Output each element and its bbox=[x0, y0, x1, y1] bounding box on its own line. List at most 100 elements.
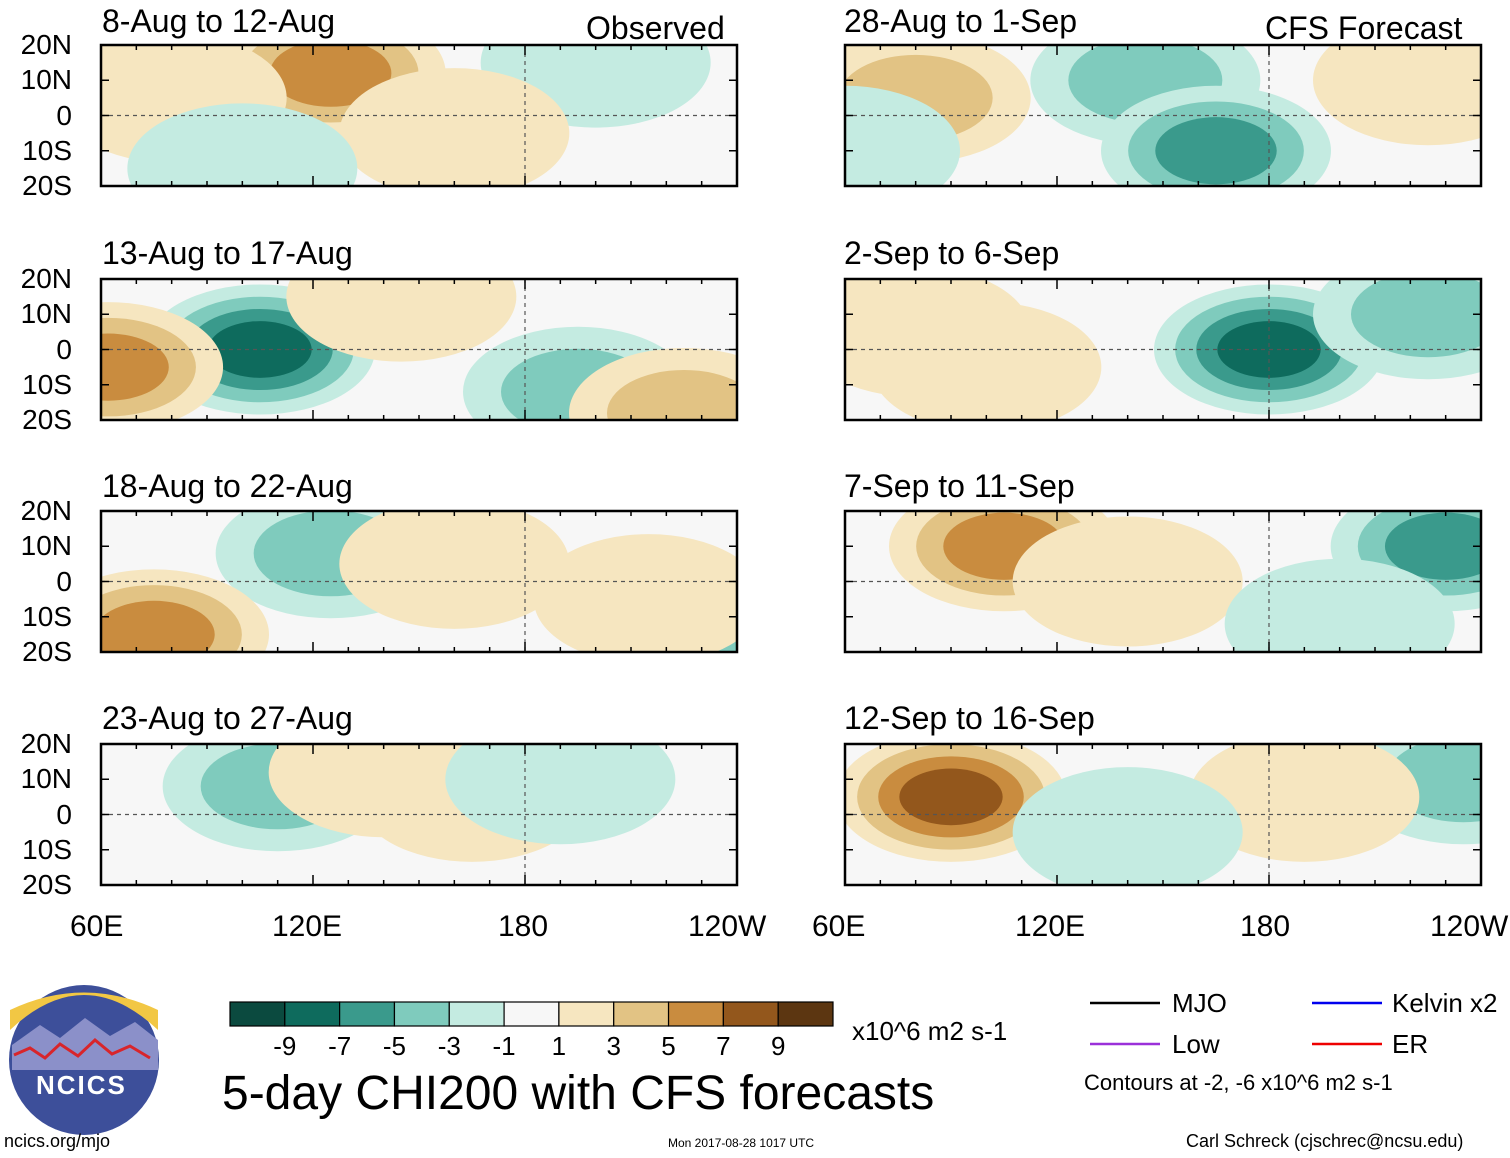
colorbar-swatch bbox=[667, 1001, 724, 1027]
map-panel bbox=[99, 509, 739, 654]
map-panel bbox=[843, 43, 1483, 188]
footer-url[interactable]: ncics.org/mjo bbox=[4, 1131, 111, 1151]
forecast-label: CFS Forecast bbox=[1265, 10, 1463, 46]
anomaly-blob bbox=[286, 279, 517, 362]
x-tick-label: 120W bbox=[688, 910, 767, 943]
anomaly-blob bbox=[1224, 558, 1455, 652]
panel-title: 18-Aug to 22-Aug bbox=[102, 468, 353, 504]
anomaly-blob bbox=[899, 768, 1003, 826]
colorbar-tick-label: -9 bbox=[273, 1031, 297, 1061]
panel-title: 7-Sep to 11-Sep bbox=[844, 468, 1075, 504]
colorbar-tick-label: -5 bbox=[382, 1031, 407, 1061]
anomaly-blob bbox=[269, 45, 392, 107]
y-tick-label: 20S bbox=[22, 170, 72, 201]
y-tick-label: 0 bbox=[56, 798, 72, 830]
y-tick-label: 10N bbox=[20, 763, 72, 795]
x-tick-label: 120E bbox=[1015, 910, 1086, 943]
colorbar-swatch bbox=[229, 1001, 286, 1027]
logo-redline bbox=[13, 1038, 151, 1060]
legend-label-mjo: MJO bbox=[1172, 988, 1227, 1018]
y-tick-label: 20S bbox=[22, 404, 72, 435]
colorbar-swatch bbox=[503, 1001, 560, 1027]
x-tick-label: 180 bbox=[498, 910, 549, 943]
y-tick-label: 0 bbox=[56, 565, 72, 597]
y-tick-label: 20N bbox=[20, 29, 72, 60]
anomaly-blob bbox=[1155, 117, 1277, 185]
y-tick-label: 20N bbox=[20, 263, 72, 294]
logo-sun bbox=[10, 992, 158, 1030]
anomaly-blob bbox=[871, 302, 1102, 420]
x-tick-label: 120W bbox=[1430, 910, 1509, 943]
map-panel bbox=[843, 277, 1483, 422]
logo-mountains bbox=[12, 1018, 158, 1070]
anomaly-blob bbox=[101, 333, 169, 401]
anomaly-blob bbox=[127, 103, 358, 186]
colorbar-swatch bbox=[448, 1001, 505, 1027]
panel-title: 8-Aug to 12-Aug bbox=[102, 3, 336, 39]
y-tick-label: 0 bbox=[56, 99, 72, 131]
colorbar-swatch bbox=[558, 1001, 615, 1027]
colorbar-swatch bbox=[339, 1001, 396, 1027]
map-panel bbox=[843, 509, 1483, 654]
anomaly-blob bbox=[339, 511, 570, 629]
colorbar-swatch bbox=[613, 1001, 670, 1027]
anomaly-blob bbox=[845, 85, 960, 186]
legend-label-kelvin: Kelvin x2 bbox=[1392, 988, 1498, 1018]
contour-note: Contours at -2, -6 x10^6 m2 s-1 bbox=[1084, 1070, 1393, 1095]
anomaly-blob bbox=[607, 369, 737, 420]
x-tick-label: 60E bbox=[812, 910, 866, 943]
panel-title: 12-Sep to 16-Sep bbox=[844, 700, 1095, 736]
map-panel bbox=[99, 742, 739, 887]
observed-label: Observed bbox=[586, 10, 725, 46]
anomaly-blob bbox=[339, 68, 570, 186]
colorbar-swatch bbox=[393, 1001, 450, 1027]
y-tick-label: 10N bbox=[20, 64, 72, 96]
y-tick-label: 0 bbox=[56, 333, 72, 365]
y-tick-label: 10S bbox=[22, 833, 72, 865]
chart-title: 5-day CHI200 with CFS forecasts bbox=[222, 1067, 935, 1120]
panel-title: 2-Sep to 6-Sep bbox=[844, 235, 1060, 271]
footer-timestamp: Mon 2017-08-28 1017 UTC bbox=[668, 1136, 815, 1150]
colorbar-tick-label: -7 bbox=[328, 1031, 352, 1061]
y-tick-label: 20S bbox=[22, 869, 72, 900]
colorbar-swatch bbox=[284, 1001, 341, 1027]
y-tick-label: 20S bbox=[22, 636, 72, 667]
colorbar-tick-label: 1 bbox=[551, 1031, 567, 1061]
colorbar-tick-label: 5 bbox=[661, 1031, 676, 1061]
colorbar-swatch bbox=[722, 1001, 779, 1027]
anomaly-blob bbox=[1351, 279, 1481, 358]
legend-label-low: Low bbox=[1172, 1029, 1220, 1059]
anomaly-blob bbox=[101, 600, 215, 652]
map-panel bbox=[99, 43, 739, 188]
y-tick-label: 10N bbox=[20, 530, 72, 562]
x-tick-label: 180 bbox=[1240, 910, 1291, 943]
anomaly-blob bbox=[1012, 767, 1243, 885]
footer-credit: Carl Schreck (cjschrec@ncsu.edu) bbox=[1186, 1131, 1464, 1151]
colorbar-tick-label: 9 bbox=[770, 1031, 786, 1061]
logo-text: NCICS bbox=[36, 1070, 127, 1100]
colorbar-tick-label: 7 bbox=[716, 1031, 731, 1061]
anomaly-blob bbox=[208, 321, 312, 378]
colorbar-tick-label: 3 bbox=[606, 1031, 621, 1061]
y-tick-label: 10S bbox=[22, 368, 72, 400]
anomaly-blob bbox=[1313, 45, 1481, 146]
y-tick-label: 20N bbox=[20, 728, 72, 759]
anomaly-blob bbox=[1384, 512, 1481, 580]
anomaly-blob bbox=[533, 534, 737, 652]
panel-title: 13-Aug to 17-Aug bbox=[102, 235, 353, 271]
ncics-logo bbox=[9, 985, 159, 1135]
units-label: x10^6 m2 s-1 bbox=[852, 1016, 1008, 1046]
panel-title: 23-Aug to 27-Aug bbox=[102, 700, 353, 736]
map-panel bbox=[843, 742, 1483, 887]
colorbar-swatch bbox=[777, 1001, 834, 1027]
y-tick-label: 20N bbox=[20, 495, 72, 526]
y-tick-label: 10S bbox=[22, 600, 72, 632]
y-tick-label: 10S bbox=[22, 134, 72, 166]
colorbar-tick-label: -1 bbox=[492, 1031, 516, 1061]
panel-title: 28-Aug to 1-Sep bbox=[844, 3, 1078, 39]
x-tick-label: 60E bbox=[70, 910, 124, 943]
anomaly-blob bbox=[445, 744, 676, 845]
colorbar-tick-label: -3 bbox=[437, 1031, 461, 1061]
map-panel bbox=[99, 277, 739, 422]
